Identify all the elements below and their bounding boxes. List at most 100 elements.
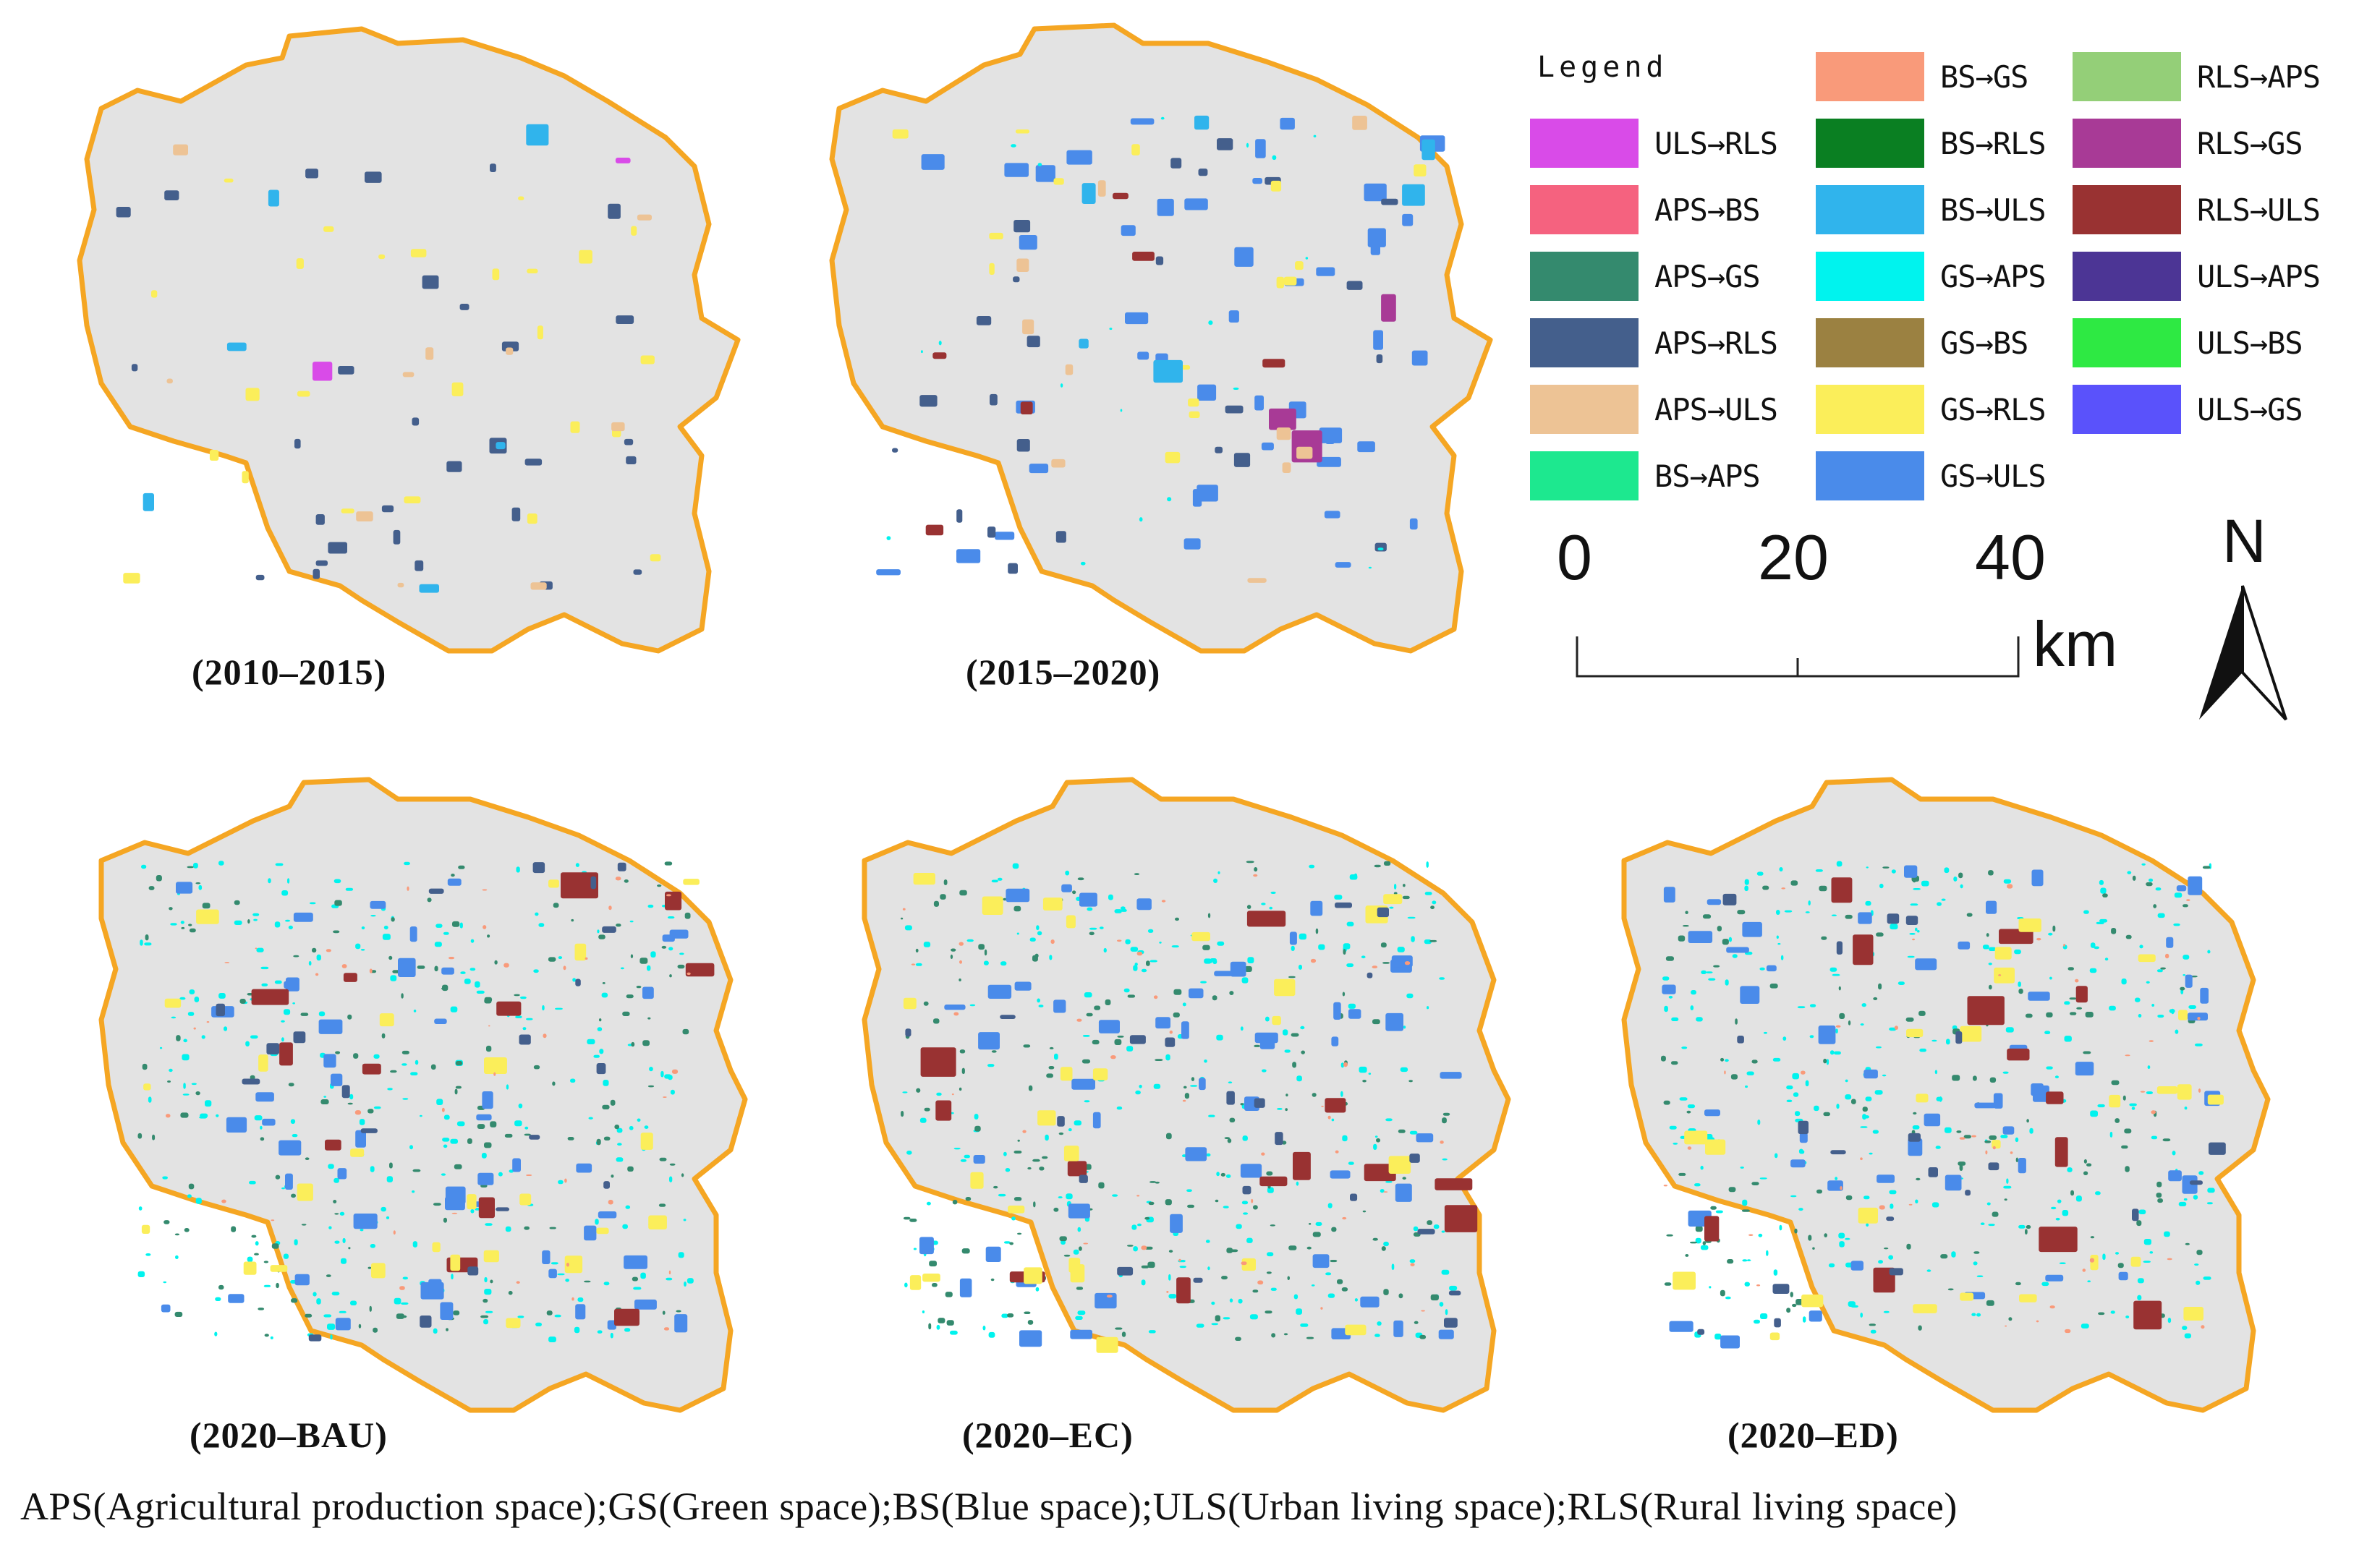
change-patch	[1309, 864, 1315, 869]
change-patch	[1714, 1334, 1722, 1340]
change-patch	[1757, 1120, 1761, 1125]
change-patch	[1917, 930, 1920, 933]
change-patch	[1079, 1174, 1088, 1183]
change-patch	[668, 1075, 673, 1080]
change-patch	[1084, 992, 1092, 998]
change-patch	[2031, 869, 2044, 887]
change-patch	[1445, 1309, 1448, 1316]
panel-caption: (2015–2020)	[966, 652, 1161, 692]
change-patch	[180, 921, 184, 924]
change-patch	[294, 438, 301, 449]
north-letter: N	[2222, 507, 2266, 575]
change-patch	[1001, 1313, 1008, 1318]
change-patch	[640, 1272, 646, 1279]
change-patch	[637, 1118, 641, 1122]
change-patch	[1108, 894, 1113, 900]
change-patch	[181, 926, 185, 929]
change-patch	[936, 1092, 942, 1096]
change-patch	[1000, 1015, 1016, 1019]
change-patch	[1388, 1156, 1411, 1174]
change-patch	[554, 1314, 561, 1318]
scale-unit: km	[2033, 608, 2118, 680]
change-patch	[1148, 1330, 1156, 1334]
change-patch	[683, 1219, 687, 1221]
change-patch	[226, 342, 247, 351]
change-patch	[401, 1302, 409, 1305]
change-patch	[1066, 1193, 1073, 1200]
change-patch	[639, 958, 648, 964]
change-patch	[2029, 1127, 2033, 1134]
change-patch	[532, 862, 545, 874]
change-patch	[1759, 967, 1765, 971]
change-patch	[250, 1075, 255, 1080]
change-patch	[1121, 1331, 1126, 1337]
change-patch	[1889, 1190, 1897, 1195]
change-patch	[1860, 1157, 1863, 1161]
legend-swatch	[1816, 119, 1924, 168]
change-patch	[1688, 931, 1713, 943]
change-patch	[596, 1063, 606, 1075]
change-patch	[1334, 895, 1343, 900]
change-patch	[664, 861, 673, 866]
change-patch	[1686, 1110, 1691, 1114]
change-patch	[1993, 1093, 2003, 1109]
change-patch	[2137, 1295, 2142, 1300]
change-patch	[1341, 1287, 1348, 1292]
change-patch	[292, 1134, 298, 1138]
change-patch	[876, 569, 901, 576]
change-patch	[650, 554, 661, 562]
change-patch	[1988, 870, 1994, 876]
change-patch	[1402, 895, 1410, 900]
change-patch	[1965, 1190, 1971, 1196]
change-patch	[291, 1193, 296, 1198]
change-patch	[1068, 1128, 1072, 1132]
change-patch	[533, 969, 539, 973]
change-patch	[189, 989, 195, 994]
change-patch	[548, 957, 556, 962]
legend-label: APS→ULS	[1654, 391, 1778, 427]
change-patch	[2132, 1208, 2139, 1221]
change-patch	[1951, 1251, 1956, 1258]
change-patch	[1679, 1097, 1688, 1101]
change-patch	[1710, 1206, 1717, 1210]
change-patch	[1027, 336, 1040, 348]
change-patch	[1702, 1241, 1707, 1245]
change-patch	[1362, 1210, 1367, 1213]
change-patch	[179, 997, 186, 1000]
change-patch	[1988, 1162, 1999, 1171]
change-patch	[373, 1106, 381, 1109]
change-patch	[1683, 925, 1689, 927]
legend-label: RLS→GS	[2197, 125, 2303, 161]
change-patch	[2209, 1142, 2226, 1155]
change-patch	[1054, 1053, 1058, 1060]
change-patch	[260, 1125, 263, 1130]
change-patch	[371, 1263, 386, 1279]
change-patch	[1170, 158, 1182, 169]
change-patch	[1017, 1139, 1020, 1142]
change-patch	[2046, 1091, 2064, 1104]
change-patch	[506, 1084, 509, 1090]
change-patch	[2125, 1054, 2130, 1057]
change-patch	[1313, 135, 1317, 137]
legend-item: GS→BS	[1816, 315, 2028, 370]
change-patch	[483, 1250, 499, 1263]
change-patch	[484, 1276, 488, 1283]
map-legend: Legend ULS→RLS APS→BS APS→GS APS→RLS APS→ULS…	[1530, 43, 2362, 521]
change-patch	[631, 1041, 635, 1047]
change-patch	[2149, 1251, 2154, 1254]
change-patch	[1165, 1054, 1170, 1061]
change-patch	[1994, 947, 2012, 960]
change-patch	[2141, 863, 2146, 866]
change-patch	[904, 1282, 908, 1288]
change-patch	[627, 1166, 634, 1172]
north-arrow-icon	[2199, 585, 2287, 721]
change-patch	[480, 1315, 489, 1318]
change-patch	[1187, 1204, 1194, 1208]
change-patch	[1184, 1093, 1189, 1099]
change-patch	[1823, 1058, 1827, 1064]
change-patch	[164, 190, 179, 200]
change-patch	[1730, 1074, 1738, 1080]
change-patch	[1270, 891, 1276, 894]
change-patch	[1777, 942, 1781, 945]
change-patch	[137, 1133, 143, 1139]
